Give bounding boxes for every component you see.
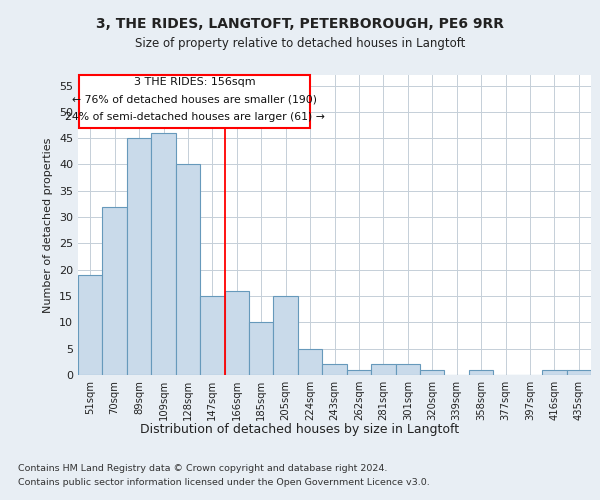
Bar — [103, 206, 127, 375]
Bar — [274, 296, 298, 375]
Bar — [542, 370, 566, 375]
Bar — [249, 322, 274, 375]
Text: ← 76% of detached houses are smaller (190): ← 76% of detached houses are smaller (19… — [72, 95, 317, 105]
Text: Contains public sector information licensed under the Open Government Licence v3: Contains public sector information licen… — [18, 478, 430, 487]
Bar — [176, 164, 200, 375]
Bar — [78, 275, 103, 375]
Text: 3 THE RIDES: 156sqm: 3 THE RIDES: 156sqm — [134, 76, 256, 86]
Bar — [127, 138, 151, 375]
Text: 3, THE RIDES, LANGTOFT, PETERBOROUGH, PE6 9RR: 3, THE RIDES, LANGTOFT, PETERBOROUGH, PE… — [96, 18, 504, 32]
Bar — [420, 370, 445, 375]
Bar — [347, 370, 371, 375]
Bar — [566, 370, 591, 375]
Bar — [224, 291, 249, 375]
Bar — [298, 348, 322, 375]
Text: 24% of semi-detached houses are larger (61) →: 24% of semi-detached houses are larger (… — [65, 112, 325, 122]
Y-axis label: Number of detached properties: Number of detached properties — [43, 138, 53, 312]
Text: Distribution of detached houses by size in Langtoft: Distribution of detached houses by size … — [140, 422, 460, 436]
Bar — [371, 364, 395, 375]
Bar — [395, 364, 420, 375]
Bar — [200, 296, 224, 375]
Text: Size of property relative to detached houses in Langtoft: Size of property relative to detached ho… — [135, 38, 465, 51]
Text: Contains HM Land Registry data © Crown copyright and database right 2024.: Contains HM Land Registry data © Crown c… — [18, 464, 388, 473]
Bar — [469, 370, 493, 375]
Bar — [322, 364, 347, 375]
Bar — [79, 75, 310, 128]
Bar — [151, 133, 176, 375]
